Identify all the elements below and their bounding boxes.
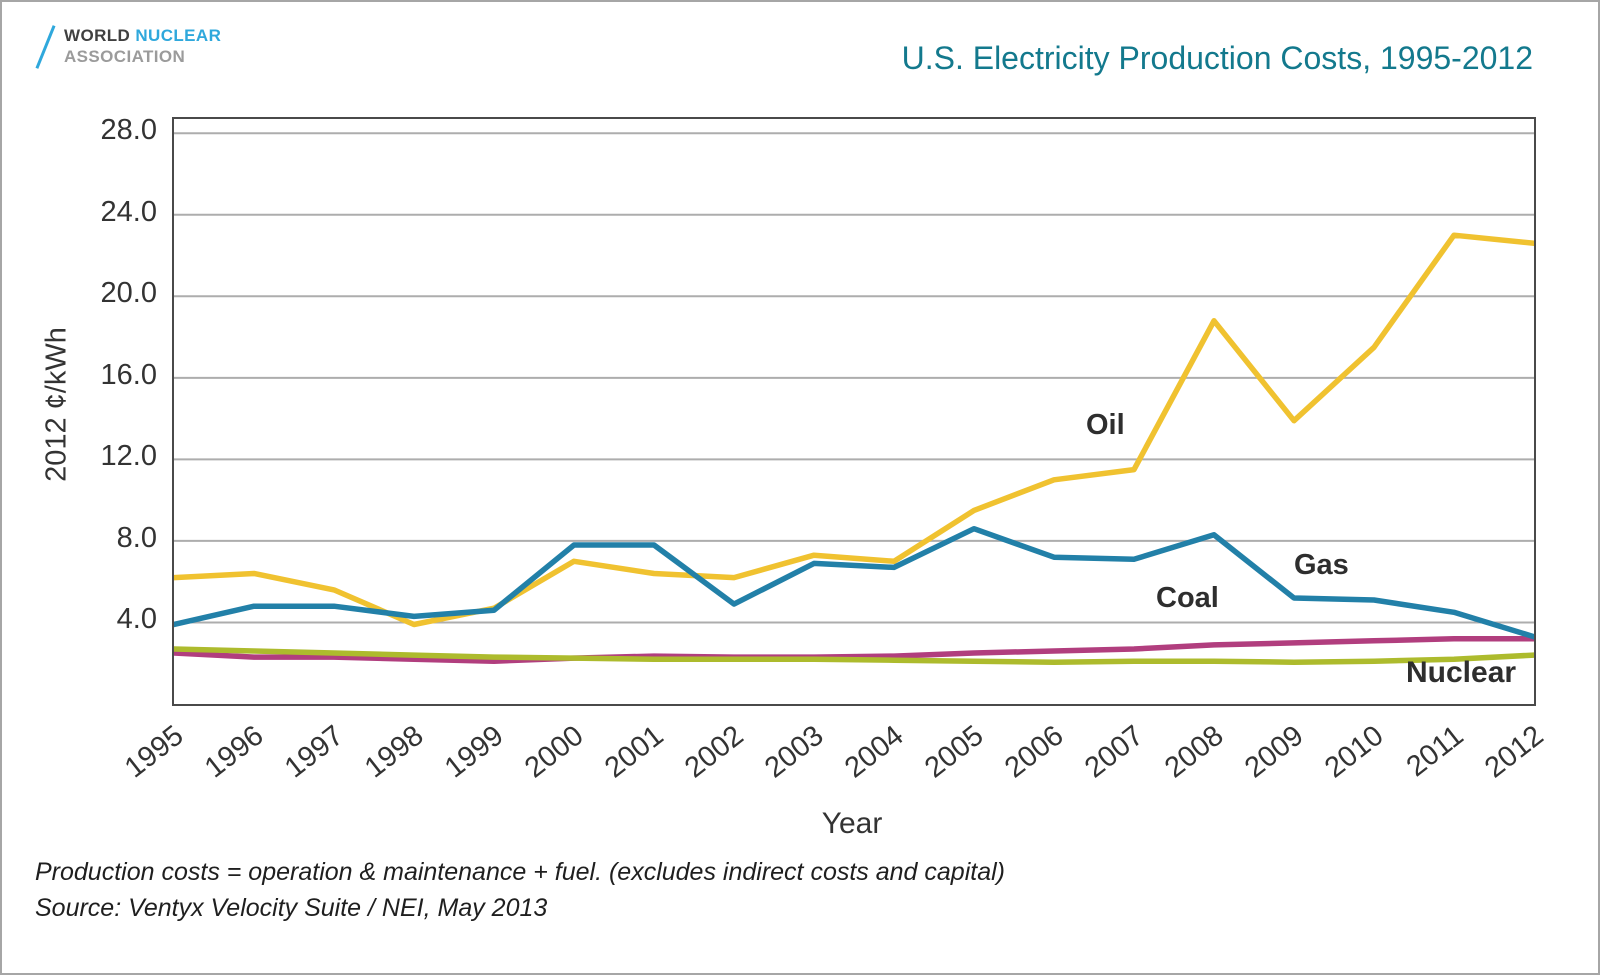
series-label-coal: Coal [1156,582,1219,614]
series-label-nuclear: Nuclear [1406,656,1517,689]
logo-word-world: WORLD [64,26,131,45]
y-tick-label: 28.0 [100,114,157,147]
logo-line1: WORLD NUCLEAR [64,25,221,46]
coal-line [174,636,1534,664]
chart-title: U.S. Electricity Production Costs, 1995-… [901,40,1533,76]
plot-area: Oil Coal Nuclear Gas [172,117,1536,706]
y-tick-label: 4.0 [116,603,157,636]
y-tick-label: 24.0 [100,195,157,228]
line-chart [174,132,1534,665]
y-tick-label: 16.0 [100,358,157,391]
series-label-oil: Oil [1086,409,1125,441]
oil-line [174,232,1534,628]
y-tick-label: 8.0 [116,521,157,554]
gas-line [174,525,1534,640]
y-tick-label: 12.0 [100,440,157,473]
logo-slash-icon [35,25,56,69]
production-costs-note: Production costs = operation & maintenan… [35,858,1005,886]
nuclear-line [174,646,1534,665]
source-note: Source: Ventyx Velocity Suite / NEI, May… [35,894,548,922]
world-nuclear-association-logo: WORLD NUCLEAR ASSOCIATION [35,22,268,74]
logo-text: WORLD NUCLEAR ASSOCIATION [64,25,221,68]
series-label-gas: Gas [1294,549,1349,581]
x-axis-title: Year [821,807,883,840]
y-tick-label: 20.0 [100,277,157,310]
logo-word-nuclear: NUCLEAR [135,26,222,45]
logo-line2: ASSOCIATION [64,47,186,67]
